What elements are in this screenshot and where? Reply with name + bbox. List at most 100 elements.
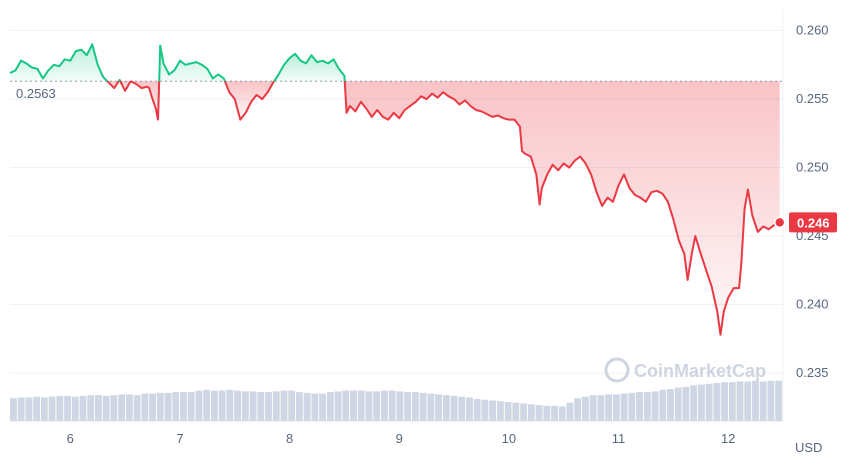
volume-bar <box>674 387 682 421</box>
volume-bar <box>373 391 381 421</box>
volume-bar <box>427 393 435 421</box>
watermark-text: CoinMarketCap <box>634 361 766 381</box>
watermark: CoinMarketCap <box>604 357 766 383</box>
volume-bar <box>265 392 272 421</box>
volume-bar <box>512 402 520 421</box>
y-tick-label: 0.240 <box>796 297 829 312</box>
volume-bar <box>620 393 628 421</box>
x-tick-label: 8 <box>286 431 293 446</box>
volume-bar <box>249 391 257 421</box>
y-tick-label: 0.255 <box>796 91 829 106</box>
volume-bars <box>10 380 783 421</box>
volume-bar <box>25 397 33 421</box>
volume-bar <box>102 395 110 421</box>
currency-label: USD <box>795 440 822 455</box>
line-above-reference <box>158 44 226 82</box>
volume-bar <box>40 397 48 421</box>
volume-bar <box>388 390 396 421</box>
volume-bar <box>296 392 303 421</box>
volume-bar <box>288 390 296 421</box>
volume-bar <box>10 398 17 421</box>
volume-bar <box>582 396 589 421</box>
x-tick-label: 12 <box>721 431 735 446</box>
volume-bar <box>744 381 752 421</box>
volume-bar <box>357 390 365 421</box>
x-tick-label: 6 <box>67 431 74 446</box>
volume-bar <box>612 394 620 421</box>
volume-bar <box>218 390 226 421</box>
volume-bar <box>636 392 643 421</box>
volume-bar <box>759 381 767 421</box>
volume-bar <box>48 396 56 421</box>
area-below-reference <box>120 81 131 91</box>
volume-bar <box>156 392 164 421</box>
x-tick-label: 7 <box>176 431 183 446</box>
line-below-reference <box>106 80 120 90</box>
y-tick-label: 0.235 <box>796 365 829 380</box>
volume-bar <box>203 389 211 421</box>
volume-bar <box>496 401 504 421</box>
reference-price-label: 0.2563 <box>16 86 56 101</box>
volume-bar <box>566 402 574 421</box>
volume-bar <box>110 395 118 421</box>
volume-bar <box>280 390 288 421</box>
volume-bar <box>365 391 373 421</box>
volume-bar <box>535 405 543 421</box>
price-area-fills <box>10 44 780 335</box>
volume-bar <box>442 395 450 421</box>
volume-bar <box>473 398 481 421</box>
area-below-reference <box>224 81 275 120</box>
volume-bar <box>767 380 775 421</box>
volume-bar <box>180 392 187 421</box>
volume-bar <box>651 391 659 421</box>
volume-bar <box>17 397 25 421</box>
volume-bar <box>543 405 551 421</box>
volume-bar <box>736 381 744 421</box>
volume-bar <box>334 391 342 421</box>
volume-bar <box>597 395 605 421</box>
volume-bar <box>172 392 180 421</box>
volume-bar <box>303 392 311 421</box>
line-above-reference <box>117 78 122 82</box>
volume-bar <box>721 382 728 421</box>
volume-bar <box>466 397 473 421</box>
volume-bar <box>682 386 690 421</box>
volume-bar <box>79 395 87 421</box>
volume-bar <box>404 392 412 421</box>
x-tick-label: 11 <box>612 431 626 446</box>
volume-bar <box>272 391 280 421</box>
y-tick-label: 0.250 <box>796 160 829 175</box>
volume-bar <box>226 389 234 421</box>
volume-bar <box>713 383 721 421</box>
volume-bar <box>527 404 535 421</box>
volume-bar <box>504 402 512 421</box>
area-above-reference <box>274 53 345 82</box>
volume-bar <box>133 395 141 421</box>
volume-bar <box>435 394 442 421</box>
volume-bar <box>234 390 241 421</box>
line-below-reference <box>130 80 161 121</box>
current-price-label: 0.246 <box>797 215 830 230</box>
line-above-reference <box>273 52 346 82</box>
volume-bar <box>210 390 218 421</box>
volume-bar <box>311 393 319 421</box>
volume-bar <box>458 396 466 421</box>
volume-bar <box>87 395 95 421</box>
volume-bar <box>450 395 458 421</box>
price-line <box>9 43 781 336</box>
volume-bar <box>95 395 102 421</box>
volume-bar <box>125 394 133 421</box>
x-tick-label: 10 <box>502 431 516 446</box>
area-above-reference <box>10 44 108 82</box>
volume-bar <box>241 391 249 421</box>
volume-bar <box>411 392 419 421</box>
volume-bar <box>71 396 79 421</box>
current-price-dot <box>773 216 786 229</box>
y-tick-label: 0.260 <box>796 23 829 38</box>
x-axis: 6 7 8 9 10 11 12 <box>67 431 736 446</box>
volume-bar <box>187 392 195 421</box>
line-below-reference <box>119 80 132 92</box>
volume-bar <box>118 394 126 421</box>
